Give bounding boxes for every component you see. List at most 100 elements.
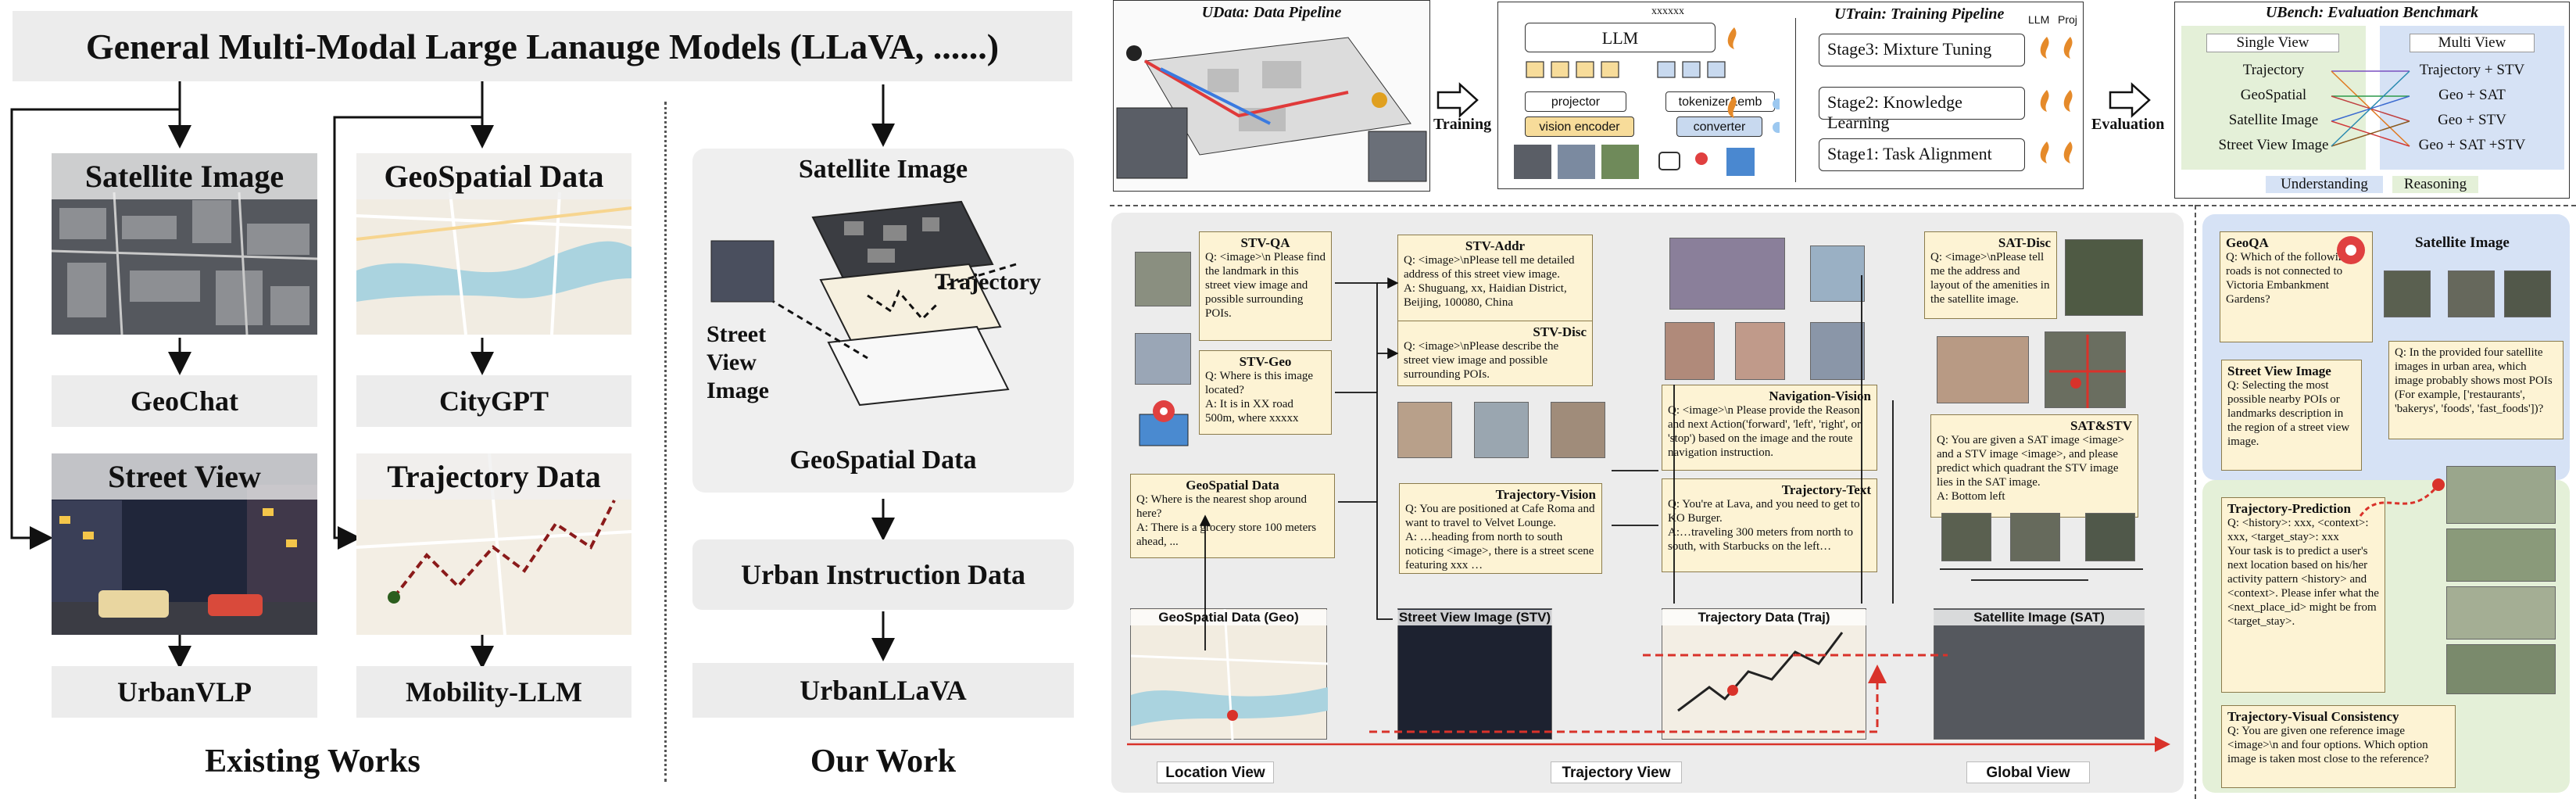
nav-photo (1810, 322, 1865, 380)
geo-data-tile (1130, 608, 1329, 741)
nav-photo (1665, 322, 1715, 380)
trajtext-note: Trajectory-Text Q: You're at Lava, and y… (1662, 478, 1877, 572)
stvqa-text: Q: <image>\n Please find the landmark in… (1205, 251, 1326, 320)
reasoning-tag: Reasoning (2392, 176, 2478, 193)
stvaddr-text: Q: <image>\nPlease tell me detailed addr… (1404, 254, 1575, 309)
stvimg-text: Q: Selecting the most possible nearby PO… (2227, 379, 2350, 448)
trajvision-text: Q: You are positioned at Cafe Roma and w… (1405, 503, 1595, 571)
stv-thumb (1135, 252, 1191, 306)
projector-block: projector (1525, 91, 1626, 112)
sat-quadrant (2045, 331, 2126, 408)
ubench-box: UBench: Evaluation Benchmark Single View… (2174, 2, 2570, 199)
multi-item: Geo + STV (2438, 112, 2506, 128)
utrain-box: LLM xxxxxx projector vision encoder toke… (1497, 2, 2084, 189)
trajvision-title: Trajectory-Vision (1495, 487, 1596, 502)
single-item: Satellite Image (2228, 112, 2319, 128)
bench-sat-thumb (2384, 271, 2431, 317)
traj-tile-label: Trajectory Data (Traj) (1662, 610, 1866, 625)
trajvis-text: Q: You are given one reference image <im… (2227, 725, 2429, 765)
udata-title: UData: Data Pipeline (1201, 4, 1342, 21)
satellite-image-label: Satellite Image (52, 153, 317, 199)
geodata-note: GeoSpatial Data Q: Where is the nearest … (1130, 474, 1335, 558)
trajvis-photo (2446, 586, 2556, 640)
street-view-label: Street View (52, 453, 317, 500)
trajvis-photo (2446, 466, 2556, 524)
global-view-tag: Global View (1966, 761, 2090, 783)
stvdisc-title: STV-Disc (1533, 324, 1587, 339)
geochat-box: GeoChat (52, 375, 317, 427)
understanding-tag: Understanding (2266, 176, 2383, 193)
stvqa-note: STV-QA Q: <image>\n Please find the land… (1199, 231, 1332, 341)
divider-dotted (664, 102, 667, 782)
satdisc-title: SAT-Disc (1998, 235, 2051, 250)
urban-instruction-box: Urban Instruction Data (692, 539, 1074, 610)
stv-thumb (1135, 333, 1191, 385)
geodata-title: GeoSpatial Data (1186, 478, 1279, 493)
traj-data-map (1677, 632, 1844, 712)
stv-thumb (1397, 402, 1452, 458)
utrain-divider (1795, 18, 1796, 182)
data-panel-connectors (1127, 275, 2170, 752)
satdisc-note: SAT-Disc Q: <image>\nPlease tell me the … (1924, 231, 2057, 319)
converter-block: converter (1676, 116, 1762, 137)
single-item: Trajectory (2242, 62, 2305, 78)
flame-and-freeze-icons (1727, 27, 1780, 133)
trajvis-note: Trajectory-Visual Consistency Q: You are… (2221, 705, 2456, 788)
trajectory-data-label: Trajectory Data (356, 453, 631, 500)
citygpt-box: CityGPT (356, 375, 631, 427)
navvision-note: Navigation-Vision Q: <image>\n Please pr… (1662, 385, 1877, 471)
urbanllava-box: UrbanLLaVA (692, 663, 1074, 718)
ours-stv-label: Street View Image (707, 321, 769, 403)
sat-thumb (1941, 513, 1991, 561)
satdisc-text: Q: <image>\nPlease tell me the address a… (1930, 251, 2050, 306)
ours-sat-label: Satellite Image (798, 155, 968, 184)
geo-tile-label: GeoSpatial Data (Geo) (1130, 610, 1327, 625)
stvaddr-title: STV-Addr (1465, 238, 1526, 253)
stage2-box: Stage2: Knowledge Learning (1819, 87, 2025, 132)
sat-thumb (2010, 513, 2060, 561)
trajtext-text: Q: You're at Lava, and you need to get t… (1668, 498, 1860, 553)
view-links (2331, 70, 2410, 147)
geoqa-title: GeoQA (2226, 235, 2269, 250)
trajectory-view-tag: Trajectory View (1551, 761, 1682, 783)
stage1-box: Stage1: Task Alignment (1819, 138, 2025, 171)
geospatial-data-tile: GeoSpatial Data (356, 153, 631, 335)
nav-photo (1735, 322, 1785, 380)
multi-view-header: Multi View (2410, 34, 2535, 52)
quadrant-arrows (2049, 335, 2126, 408)
navvision-title: Navigation-Vision (1769, 389, 1871, 403)
trajpred-title: Trajectory-Prediction (2227, 501, 2351, 516)
stage3-box: Stage3: Mixture Tuning (1819, 34, 2025, 66)
sat-data-tile (1934, 608, 2145, 740)
satellite-image-tile: Satellite Image (52, 153, 317, 335)
trajpred-path-icon (2359, 478, 2445, 517)
xxxxxx-output: xxxxxx (1651, 5, 1684, 17)
satimg-title: Satellite Image (2415, 235, 2510, 251)
trajvis-title: Trajectory-Visual Consistency (2227, 709, 2399, 724)
geo-data-map (1130, 608, 1329, 741)
traj-data-tile (1662, 608, 1866, 740)
sat-thumb (2085, 513, 2135, 561)
token-row (1526, 61, 1726, 78)
llm-block: LLM (1525, 23, 1716, 52)
multi-item: Geo + SAT +STV (2418, 137, 2526, 153)
ubench-title: UBench: Evaluation Benchmark (2265, 4, 2479, 21)
evaluation-label: Evaluation (2091, 116, 2165, 133)
location-view-tag: Location View (1157, 761, 1274, 783)
stvimg-note: Street View Image Q: Selecting the most … (2221, 360, 2362, 471)
stv-thumb (1474, 402, 1529, 458)
multi-item: Trajectory + STV (2419, 62, 2525, 78)
sat-tile-label: Satellite Image (SAT) (1934, 610, 2145, 625)
satimg-text: Q: In the provided four satellite images… (2395, 346, 2553, 415)
trajtext-title: Trajectory-Text (1781, 482, 1871, 497)
trajpred-note: Trajectory-Prediction Q: <history>: xxx,… (2221, 497, 2385, 693)
sat-thumb (2065, 239, 2143, 316)
single-view-header: Single View (2206, 34, 2339, 52)
udata-box: UData: Data Pipeline (1113, 0, 1430, 192)
existing-header: General Multi-Modal Large Lanauge Models… (13, 11, 1072, 81)
satstv-title: SAT&STV (2070, 418, 2132, 433)
ours-traj-label: Trajectory (935, 269, 1042, 295)
stvgeo-title: STV-Geo (1239, 354, 1292, 369)
llm-col-header: LLM (2028, 13, 2050, 26)
street-view-tile: Street View (52, 453, 317, 635)
